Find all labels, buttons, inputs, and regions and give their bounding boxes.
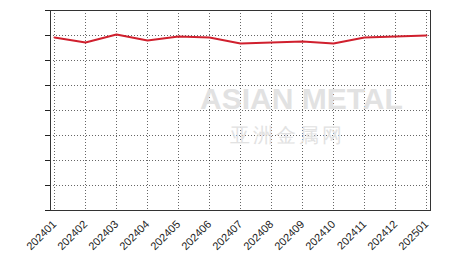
svg-text:202408: 202408 — [241, 218, 275, 252]
svg-text:202410: 202410 — [303, 218, 337, 252]
html-text:亚洲金属网: 亚洲金属网 — [230, 123, 345, 147]
svg-text:202404: 202404 — [117, 218, 151, 252]
svg-text:202406: 202406 — [179, 218, 213, 252]
svg-text:202402: 202402 — [55, 218, 89, 252]
html-text:ASIAN METAL: ASIAN METAL — [200, 82, 403, 115]
svg-text:202401: 202401 — [24, 218, 58, 252]
svg-text:202411: 202411 — [335, 218, 369, 252]
svg-text:202501: 202501 — [396, 218, 430, 252]
svg-text:202412: 202412 — [365, 218, 399, 252]
svg-text:202403: 202403 — [86, 218, 120, 252]
svg-text:202407: 202407 — [210, 218, 244, 252]
svg-text:202409: 202409 — [272, 218, 306, 252]
svg-text:202405: 202405 — [148, 218, 182, 252]
